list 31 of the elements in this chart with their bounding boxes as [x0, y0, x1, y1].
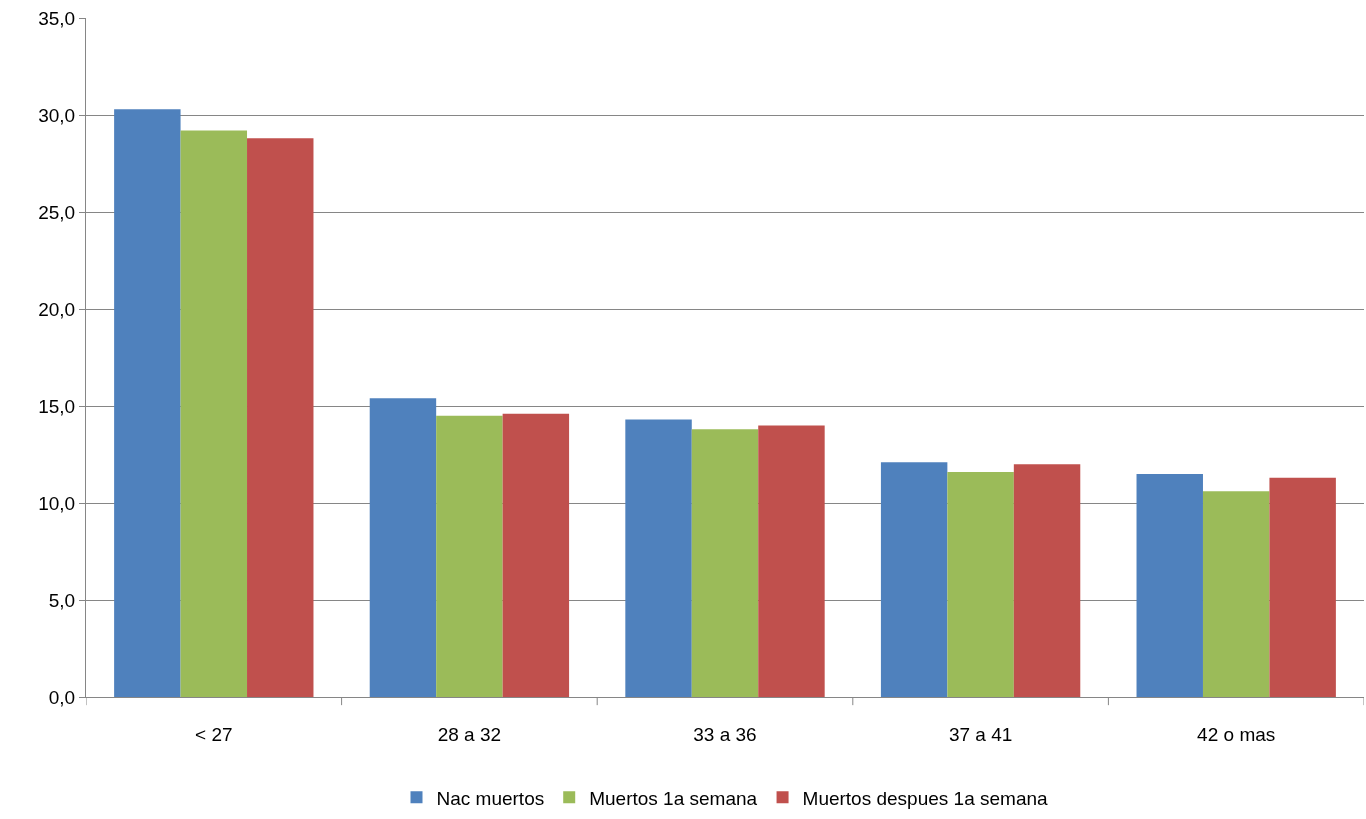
- legend-label: Nac muertos: [436, 787, 545, 809]
- bar: [1013, 464, 1081, 697]
- x-tick-label: 33 a 36: [693, 723, 757, 745]
- bar: [114, 109, 181, 697]
- y-tick-label: 5,0: [48, 589, 76, 611]
- x-tick-label: 28 a 32: [437, 723, 502, 745]
- bar: [369, 398, 437, 697]
- y-tick-label: 35,0: [38, 7, 76, 29]
- bar: [1269, 477, 1336, 697]
- y-tick-label: 25,0: [38, 201, 76, 223]
- bar: [1136, 473, 1203, 697]
- bar: [947, 471, 1014, 697]
- bar: [691, 429, 759, 697]
- legend-label: Muertos despues 1a semana: [802, 787, 1049, 809]
- y-tick-label: 20,0: [38, 298, 76, 320]
- bar: [180, 130, 248, 697]
- bar: [1202, 491, 1270, 697]
- x-tick-label: 42 o mas: [1197, 723, 1276, 745]
- legend-label: Muertos 1a semana: [589, 787, 758, 809]
- bar: [502, 413, 570, 697]
- bar: [436, 415, 503, 697]
- y-tick-label: 15,0: [38, 395, 76, 417]
- x-tick-label: < 27: [195, 723, 233, 745]
- bar: [758, 425, 825, 697]
- bar: [880, 462, 948, 697]
- bar: [247, 138, 314, 697]
- bar: [625, 419, 692, 697]
- y-tick-label: 30,0: [38, 104, 76, 126]
- y-tick-label: 0,0: [48, 686, 76, 708]
- y-tick-label: 10,0: [38, 492, 76, 514]
- x-tick-label: 37 a 41: [948, 723, 1013, 745]
